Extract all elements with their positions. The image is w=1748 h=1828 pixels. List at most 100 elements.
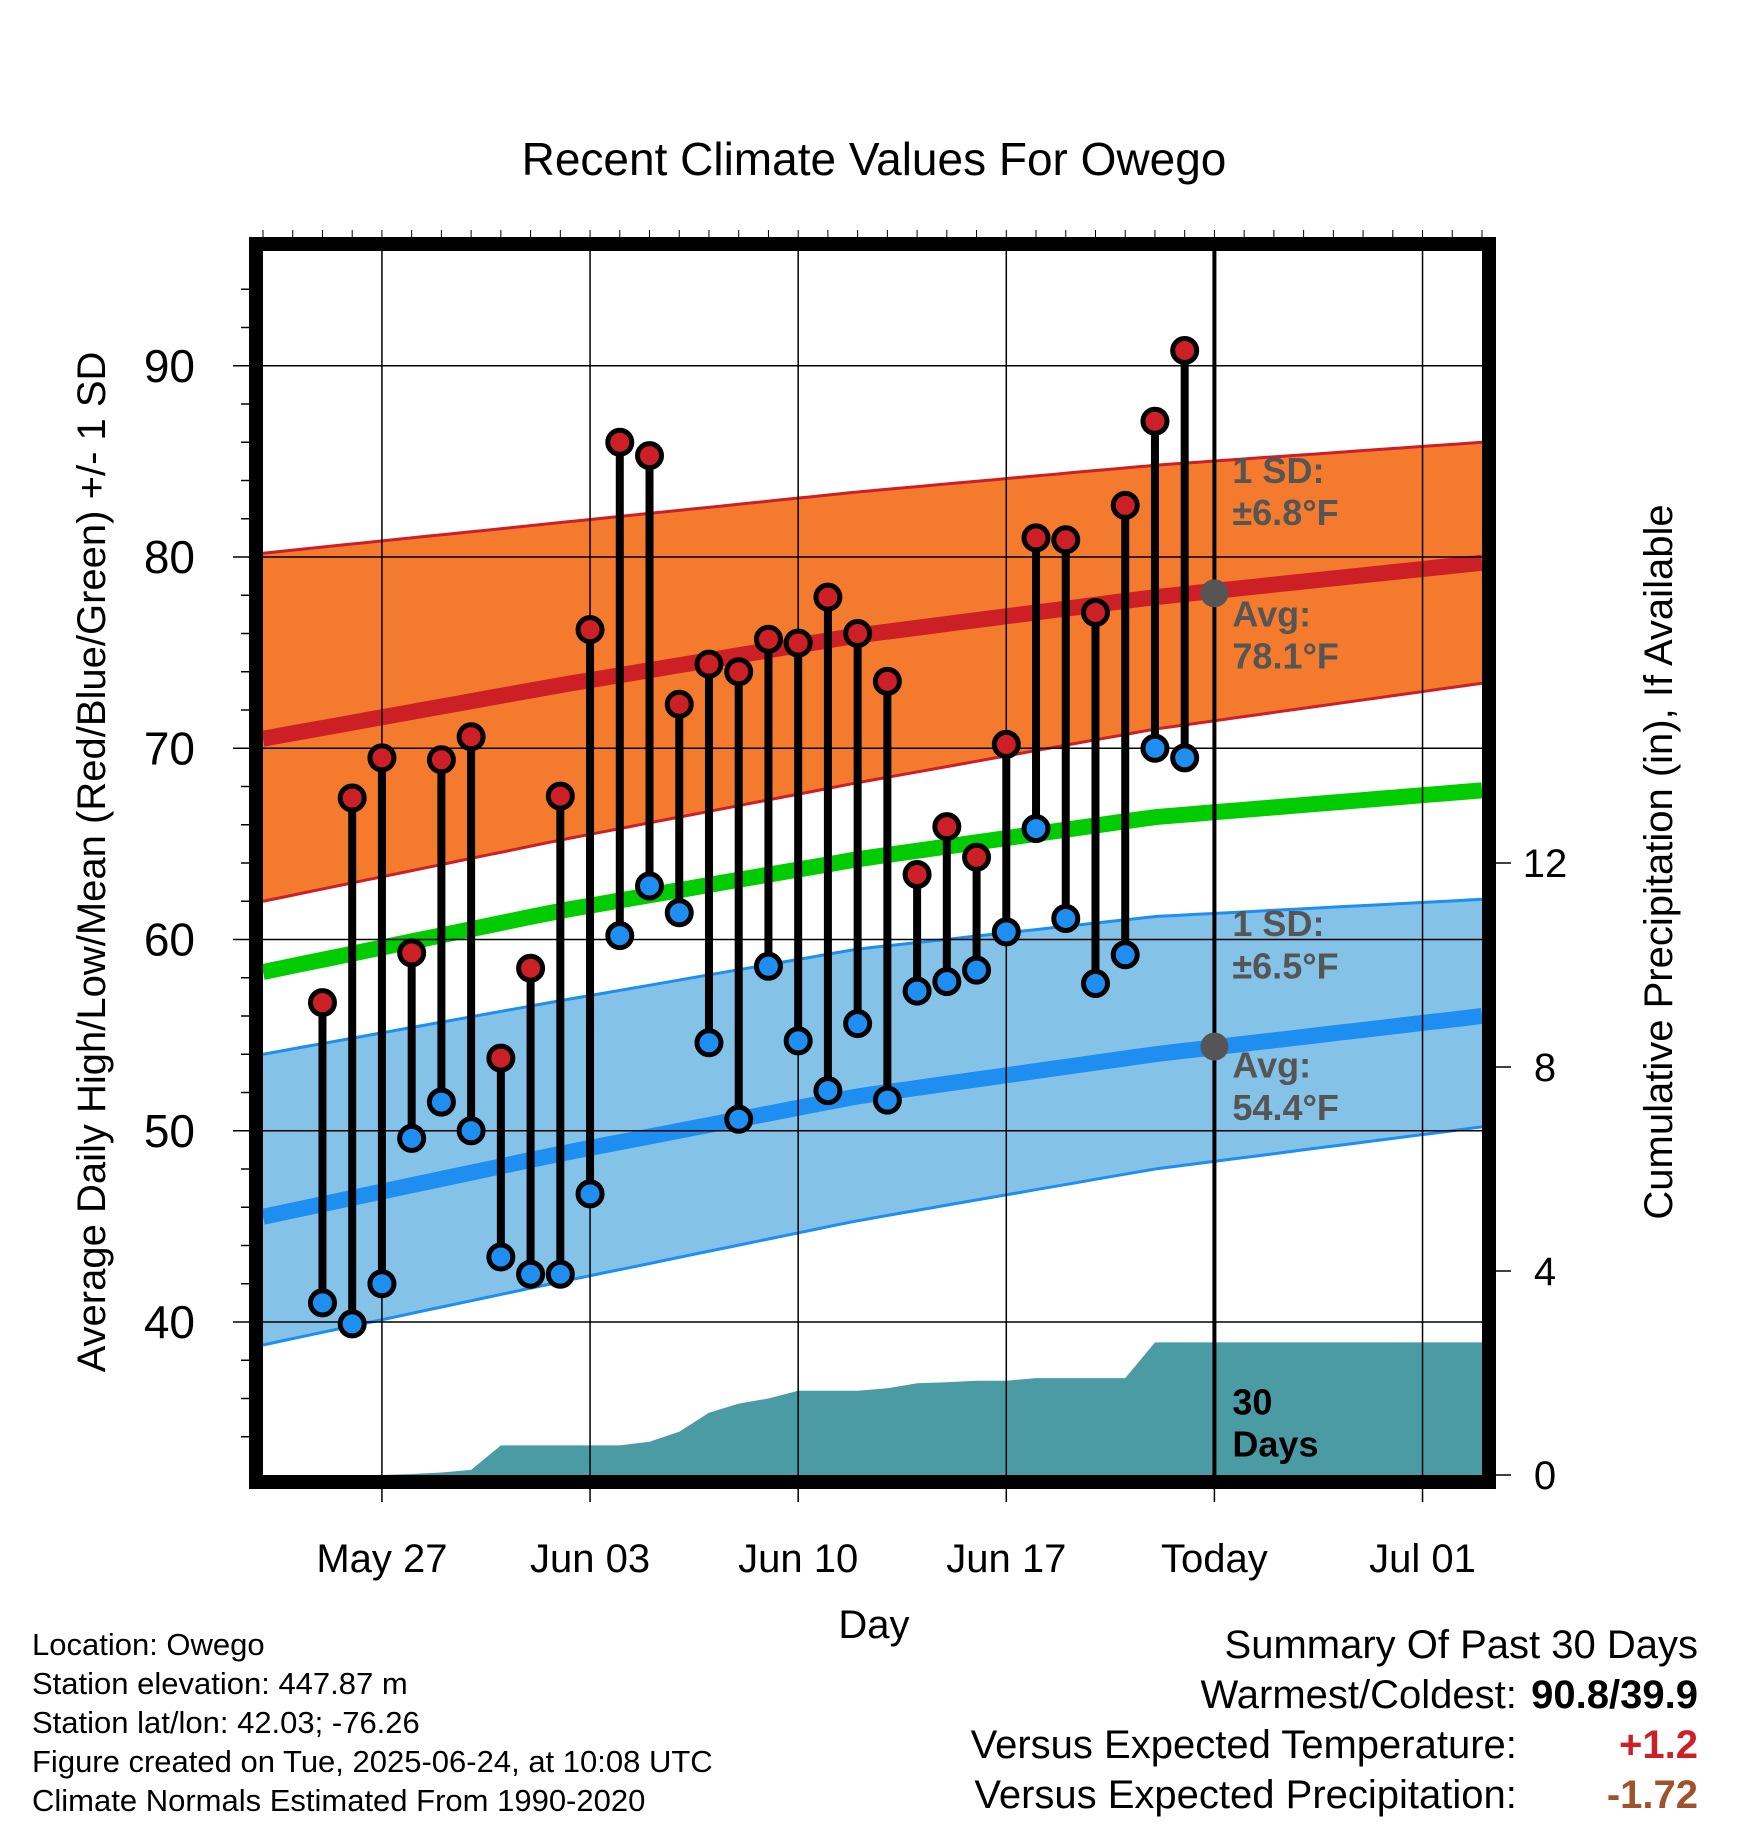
chart-title: Recent Climate Values For Owego <box>522 133 1227 185</box>
days-label-number: 30 <box>1232 1381 1272 1422</box>
plot-frame <box>249 237 1496 1489</box>
daily-low-point <box>932 967 962 997</box>
daily-low-point <box>753 951 783 981</box>
daily-high-point <box>605 427 635 457</box>
daily-high-point <box>307 988 337 1018</box>
low-avg-line <box>263 1008 1482 1225</box>
daily-high-point <box>486 1043 516 1073</box>
daily-low-point <box>1140 733 1170 763</box>
daily-high-point <box>456 722 486 752</box>
daily-low-point <box>635 871 665 901</box>
y2-tick-label: 8 <box>1534 1046 1556 1090</box>
y-tick-label: 40 <box>144 1296 195 1348</box>
y-axis-label: Average Daily High/Low/Mean (Red/Blue/Gr… <box>70 352 114 1373</box>
temp-label: Versus Expected Temperature: <box>970 1723 1517 1767</box>
summary-panel: Summary Of Past 30 Days Warmest/Coldest:… <box>971 1620 1698 1820</box>
x-tick-label: Jun 10 <box>738 1537 858 1581</box>
high-avg-line <box>263 554 1482 747</box>
high-avg-today-marker <box>1200 579 1229 608</box>
y2-axis-label: Cumulative Precipitation (in), If Availa… <box>1637 504 1681 1219</box>
high-sd-value: ±6.8°F <box>1232 492 1338 533</box>
daily-low-point <box>694 1028 724 1058</box>
daily-high-point <box>516 953 546 983</box>
low-sd-upper-edge <box>263 897 1482 1056</box>
daily-high-point <box>932 812 962 842</box>
high-sd-upper-edge <box>263 440 1482 555</box>
y-tick-label: 70 <box>144 722 195 774</box>
summary-temp: Versus Expected Temperature: +1.2 <box>971 1720 1698 1770</box>
precip-label: Versus Expected Precipitation: <box>974 1773 1517 1817</box>
daily-low-point <box>545 1259 575 1289</box>
daily-low-point <box>902 976 932 1006</box>
daily-high-point <box>843 619 873 648</box>
daily-high-point <box>991 729 1021 759</box>
temp-value: +1.2 <box>1619 1723 1698 1767</box>
daily-low-point <box>1080 968 1110 998</box>
daily-low-point <box>991 917 1021 947</box>
high-sd-label: 1 SD: <box>1232 450 1324 491</box>
daily-high-point <box>426 745 456 775</box>
y-tick-label: 60 <box>144 914 195 966</box>
y2-tick-label: 4 <box>1534 1250 1556 1294</box>
normals-text: Climate Normals Estimated From 1990-2020 <box>32 1783 646 1818</box>
daily-high-point <box>962 842 992 872</box>
precip-area <box>263 1342 1482 1475</box>
daily-high-point <box>575 615 605 645</box>
daily-low-point <box>337 1309 367 1339</box>
x-tick-label: Jul 01 <box>1369 1537 1476 1581</box>
daily-high-point <box>813 582 843 612</box>
low-sd-value: ±6.5°F <box>1232 945 1338 986</box>
y2-tick-label: 0 <box>1534 1454 1556 1498</box>
daily-low-point <box>456 1116 486 1146</box>
x-tick-label: May 27 <box>316 1537 447 1581</box>
daily-high-point <box>1170 335 1200 365</box>
daily-low-point <box>872 1085 902 1115</box>
daily-low-point <box>516 1259 546 1289</box>
days-label-text: Days <box>1232 1423 1318 1464</box>
daily-high-point <box>902 859 932 889</box>
y-tick-label: 80 <box>144 531 195 583</box>
warmest-value: 90.8/39.9 <box>1531 1673 1698 1717</box>
daily-low-point <box>307 1288 337 1318</box>
daily-low-point <box>813 1076 843 1106</box>
daily-low-point <box>426 1087 456 1117</box>
precip-value: -1.72 <box>1606 1773 1698 1817</box>
daily-high-point <box>337 783 367 813</box>
x-tick-label: Jun 03 <box>530 1537 650 1581</box>
daily-high-point <box>1051 525 1081 555</box>
daily-low-point <box>664 898 694 928</box>
latlon-text: Station lat/lon: 42.03; -76.26 <box>32 1705 420 1740</box>
y-tick-label: 50 <box>144 1105 195 1157</box>
daily-high-point <box>397 938 427 968</box>
daily-high-point <box>545 781 575 811</box>
summary-precip: Versus Expected Precipitation: -1.72 <box>971 1770 1698 1820</box>
daily-high-point <box>1021 523 1051 553</box>
low-sd-label: 1 SD: <box>1232 903 1324 944</box>
low-avg-label: Avg: <box>1232 1045 1311 1086</box>
daily-low-point <box>724 1104 754 1134</box>
daily-low-point <box>397 1123 427 1153</box>
daily-low-point <box>605 921 635 951</box>
daily-high-point <box>635 441 665 471</box>
x-tick-label: Today <box>1161 1537 1268 1581</box>
station-info: Location: Owego Station elevation: 447.8… <box>32 1625 713 1820</box>
daily-low-point <box>575 1179 605 1209</box>
y-tick-label: 90 <box>144 340 195 392</box>
daily-high-point <box>753 624 783 654</box>
warmest-label: Warmest/Coldest: <box>1200 1673 1517 1717</box>
created-text: Figure created on Tue, 2025-06-24, at 10… <box>32 1744 713 1779</box>
x-axis-label: Day <box>838 1603 909 1647</box>
daily-high-point <box>664 689 694 719</box>
low-avg-today-marker <box>1200 1032 1229 1061</box>
daily-low-point <box>1051 903 1081 933</box>
daily-low-point <box>783 1026 813 1056</box>
daily-high-point <box>724 657 754 687</box>
low-sd-band <box>263 899 1482 1345</box>
location-text: Location: Owego <box>32 1627 265 1662</box>
daily-low-point <box>367 1269 397 1299</box>
y2-tick-label: 12 <box>1523 842 1568 886</box>
summary-title: Summary Of Past 30 Days <box>1224 1623 1698 1667</box>
daily-low-point <box>1170 743 1200 773</box>
daily-high-point <box>1080 597 1110 627</box>
